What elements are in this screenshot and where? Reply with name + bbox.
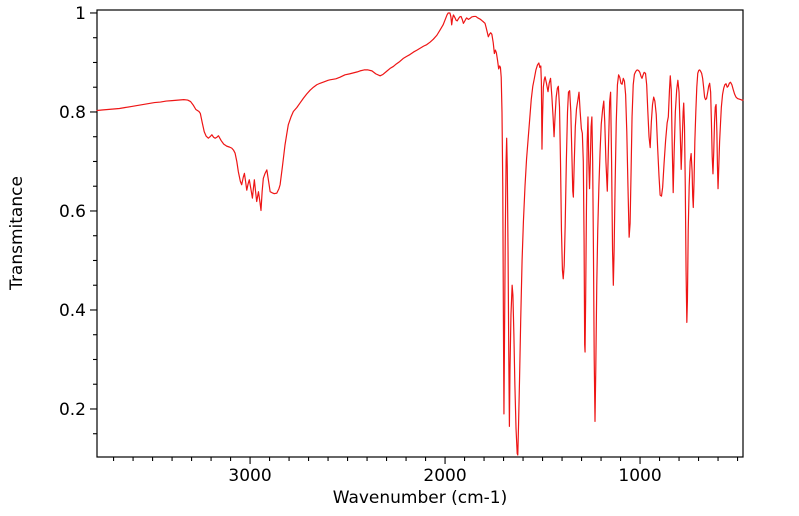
x-axis-label: Wavenumber (cm-1) xyxy=(333,488,508,508)
y-axis-label: Transmitance xyxy=(7,176,27,291)
x-tick-label: 1000 xyxy=(618,466,661,486)
y-tick-label: 0.6 xyxy=(59,202,86,222)
y-tick-label: 0.4 xyxy=(59,301,86,321)
y-axis-ticks: 1 0.8 0.6 0.4 0.2 xyxy=(59,4,97,435)
y-tick-label: 1 xyxy=(75,4,86,24)
y-tick-label: 0.8 xyxy=(59,103,86,123)
x-tick-label: 3000 xyxy=(228,466,271,486)
x-axis-ticks: 3000 2000 1000 xyxy=(113,457,739,486)
spectrum-line xyxy=(96,12,744,456)
y-tick-label: 0.2 xyxy=(59,400,86,420)
plot-frame xyxy=(96,9,744,458)
x-tick-label: 2000 xyxy=(423,466,466,486)
